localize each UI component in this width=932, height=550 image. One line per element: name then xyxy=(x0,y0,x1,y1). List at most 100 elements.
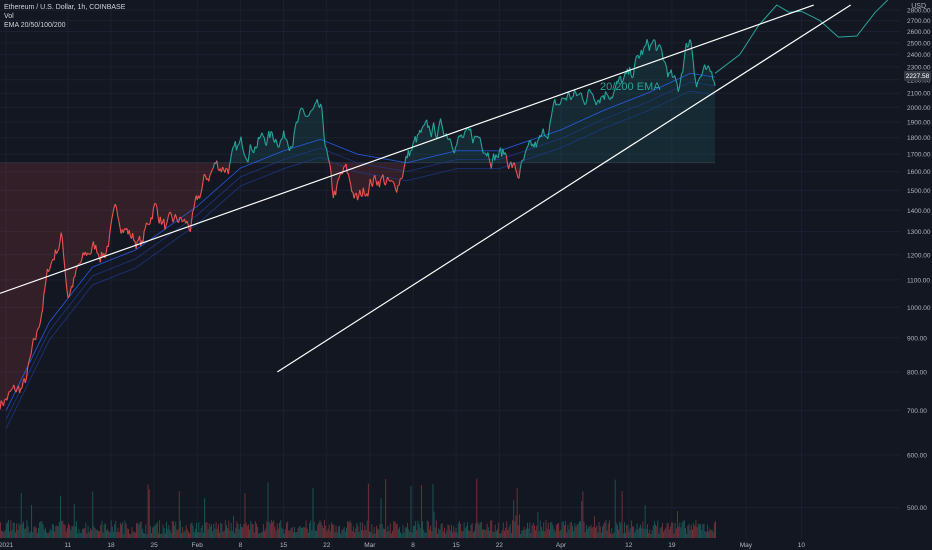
price-segment xyxy=(341,167,345,174)
price-segment xyxy=(660,47,663,52)
volume-bar xyxy=(149,526,151,538)
volume-bar xyxy=(215,522,217,538)
volume-bar xyxy=(563,525,565,538)
volume-bar xyxy=(337,526,339,538)
volume-bar xyxy=(73,503,75,538)
volume-bar xyxy=(638,527,640,538)
volume-bar xyxy=(512,520,513,538)
price-segment xyxy=(357,195,360,201)
price-segment xyxy=(504,152,507,156)
volume-bar xyxy=(1,530,3,538)
price-segment xyxy=(350,184,353,192)
trendline-upper[interactable] xyxy=(0,4,814,294)
volume-bar xyxy=(346,527,347,538)
volume-bar xyxy=(666,523,668,538)
volume-bar xyxy=(121,524,123,538)
price-segment xyxy=(437,123,440,129)
price-segment xyxy=(87,252,90,255)
volume-bar xyxy=(599,526,601,538)
price-segment xyxy=(346,172,349,175)
volume-bar xyxy=(271,520,272,538)
price-segment xyxy=(698,76,701,80)
volume-bar xyxy=(237,524,239,538)
volume-bar xyxy=(194,528,196,538)
volume-bar xyxy=(262,524,264,538)
volume-bar xyxy=(573,531,575,538)
price-segment xyxy=(428,125,431,133)
volume-bar xyxy=(272,522,274,538)
volume-bar xyxy=(605,520,607,538)
volume-bar xyxy=(613,532,615,538)
trendlines[interactable] xyxy=(0,4,852,373)
volume-bar xyxy=(403,532,405,538)
volume-bar xyxy=(49,528,51,538)
volume-bar xyxy=(591,527,593,538)
price-segment xyxy=(79,262,82,265)
volume-bar xyxy=(649,529,651,538)
price-segment xyxy=(667,72,670,78)
volume-bar xyxy=(265,528,267,538)
volume-bar xyxy=(8,519,9,538)
legend-symbol[interactable]: Ethereum / U.S. Dollar, 1h, COINBASE xyxy=(4,4,126,11)
legend-ema[interactable]: EMA 20/50/100/200 xyxy=(4,22,66,29)
x-tick-label: 19 xyxy=(668,542,676,549)
legend-vol[interactable]: Vol xyxy=(4,13,14,20)
volume-bar xyxy=(508,527,510,538)
price-segment xyxy=(398,178,401,186)
volume-bar xyxy=(604,522,606,538)
trendline-lower[interactable] xyxy=(277,4,852,373)
volume-bars xyxy=(0,478,716,538)
price-segment xyxy=(621,80,624,84)
volume-bar xyxy=(106,530,108,538)
x-axis[interactable]: 2021 11 18 25 Feb 8 15 22 Mar 8 15 22 Apr 12 19 May 10 xyxy=(0,538,932,550)
volume-bar xyxy=(296,531,298,538)
price-segment xyxy=(707,65,710,69)
volume-bar xyxy=(16,523,18,538)
price-segment xyxy=(542,128,545,136)
volume-bar xyxy=(58,522,60,538)
volume-bar xyxy=(85,522,87,538)
volume-bar xyxy=(502,522,504,538)
price-segment xyxy=(617,76,620,83)
price-segment xyxy=(574,91,578,96)
price-segment xyxy=(179,216,182,219)
volume-bar xyxy=(99,530,101,538)
volume-bar xyxy=(612,533,614,538)
volume-bar xyxy=(366,520,368,538)
price-segment xyxy=(324,146,327,149)
volume-bar xyxy=(548,529,550,538)
volume-bar xyxy=(450,524,452,538)
volume-bar xyxy=(212,531,214,538)
volume-bar xyxy=(375,525,377,538)
volume-bar xyxy=(470,524,472,538)
y-axis[interactable]: 2800.00 2700.00 2600.00 2500.00 2400.00 2300.… xyxy=(907,8,931,512)
price-segment xyxy=(148,223,151,226)
price-segment xyxy=(269,131,272,138)
price-segment xyxy=(27,361,30,368)
volume-bar xyxy=(592,526,594,538)
price-segment xyxy=(480,142,483,149)
price-segment xyxy=(599,97,602,104)
price-segment xyxy=(392,181,395,185)
volume-bar xyxy=(297,528,299,538)
price-segment xyxy=(527,140,530,146)
price-segment xyxy=(420,127,423,133)
volume-bar xyxy=(467,522,469,538)
projection-path xyxy=(714,0,889,74)
volume-bar xyxy=(266,521,268,538)
volume-bar xyxy=(698,524,700,538)
volume-bar xyxy=(290,528,292,538)
volume-bar xyxy=(260,532,262,538)
price-segment xyxy=(2,399,6,407)
volume-bar xyxy=(32,532,34,538)
volume-bar xyxy=(147,484,149,538)
volume-bar xyxy=(205,522,207,538)
volume-bar xyxy=(320,522,322,538)
volume-bar xyxy=(610,533,612,538)
price-segment xyxy=(559,98,563,104)
volume-bar xyxy=(701,529,703,538)
price-segment xyxy=(607,94,610,99)
volume-bar xyxy=(336,532,338,538)
price-segment xyxy=(186,220,189,225)
